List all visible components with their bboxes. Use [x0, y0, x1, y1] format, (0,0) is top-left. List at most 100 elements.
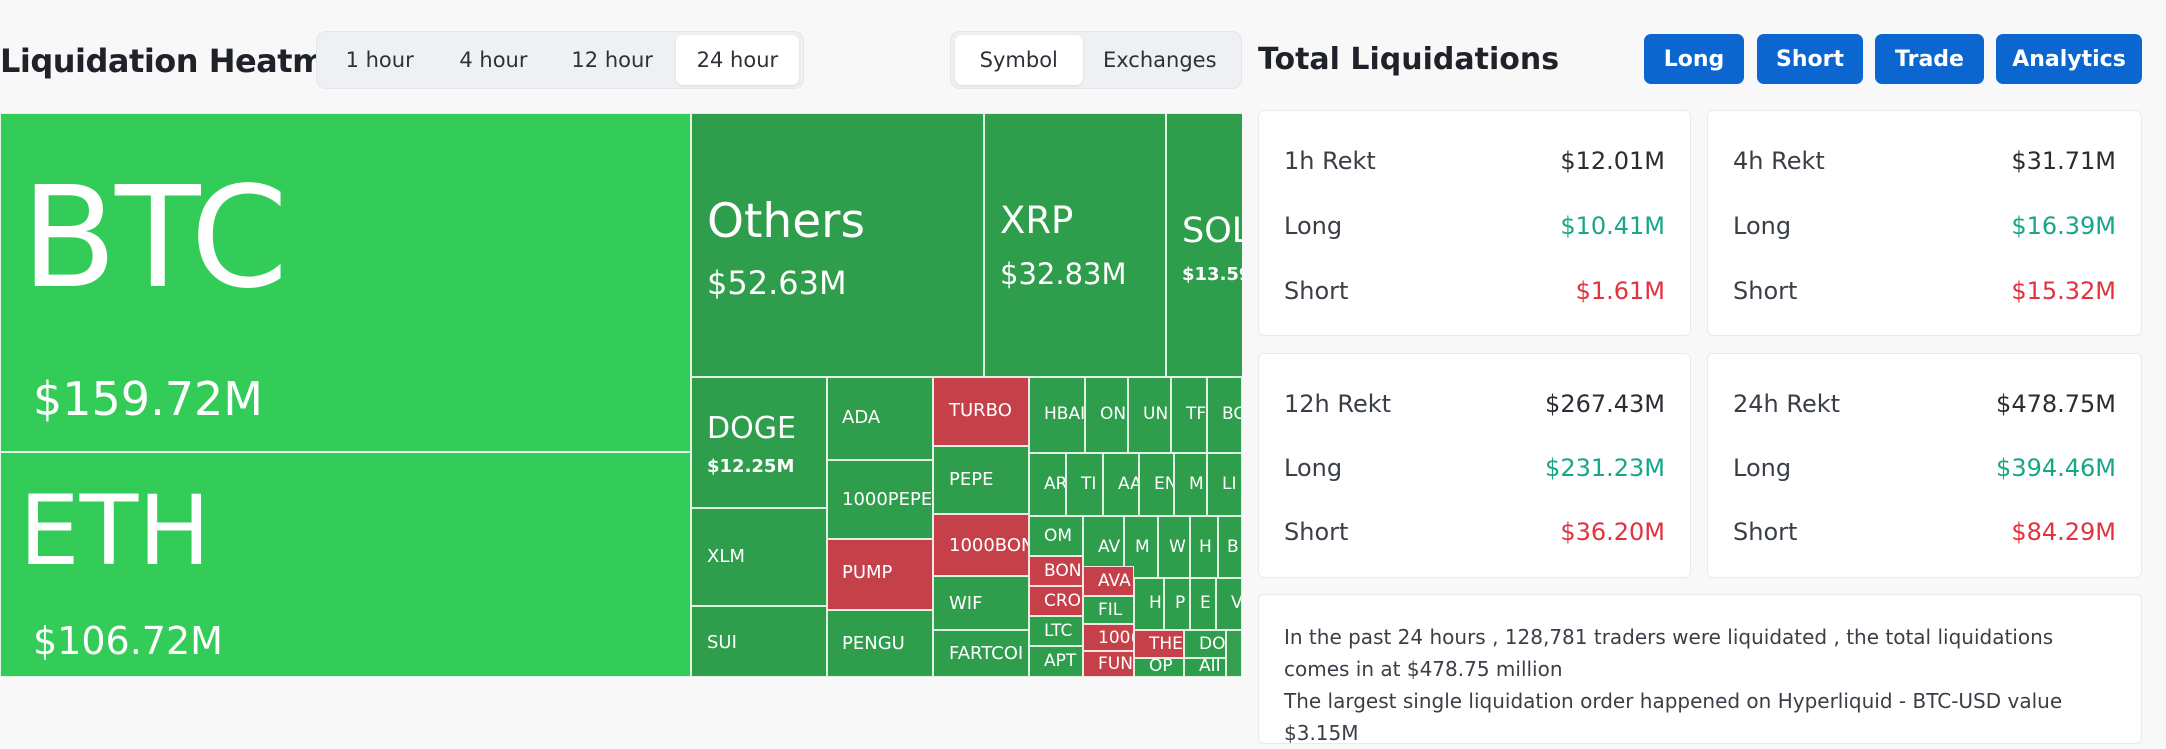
cell-symbol: 1000PEPE — [842, 489, 933, 510]
cell-symbol: TF — [1186, 404, 1207, 424]
cell-symbol: H — [1199, 537, 1212, 557]
card-label: 4h Rekt — [1733, 147, 1825, 175]
heatmap-cell-ondo[interactable]: ON — [1085, 377, 1128, 453]
heatmap-cell-pump[interactable]: PUMP — [827, 539, 933, 610]
heatmap-cell-ar[interactable]: AR — [1029, 453, 1066, 516]
cell-symbol: LTC — [1044, 621, 1073, 641]
cell-symbol: AR — [1044, 474, 1066, 494]
heatmap-cell-v[interactable]: V — [1216, 578, 1242, 630]
heatmap-cell-xlm[interactable]: XLM — [691, 508, 827, 606]
heatmap-cell-1000[interactable]: 100( — [1083, 624, 1134, 651]
short-label: Short — [1733, 518, 1798, 546]
cell-symbol: AV — [1098, 537, 1121, 557]
heatmap-cell-ltc[interactable]: LTC — [1029, 616, 1083, 646]
cell-symbol: 1000BON — [949, 535, 1029, 556]
heatmap-cell-the[interactable]: THE — [1134, 630, 1184, 658]
timeframe-12h-tab[interactable]: 12 hour — [571, 48, 653, 72]
heatmap-cell-eth[interactable]: ETH $106.72M — [0, 452, 691, 677]
cell-symbol: AA — [1118, 474, 1138, 494]
long-label: Long — [1284, 454, 1343, 482]
timeframe-1h-tab[interactable]: 1 hour — [345, 48, 414, 72]
card-label: 1h Rekt — [1284, 147, 1376, 175]
cell-symbol: FARTCOI — [949, 643, 1024, 664]
heatmap-cell-trx[interactable]: TF — [1171, 377, 1207, 453]
heatmap-cell-btc[interactable]: BTC $159.72M — [0, 113, 691, 452]
heatmap-cell-aa[interactable]: AA — [1103, 453, 1139, 516]
long-button[interactable]: Long — [1644, 34, 1744, 84]
heatmap-cell-sui[interactable]: SUI — [691, 606, 827, 677]
heatmap-cell-1000pepe[interactable]: 1000PEPE — [827, 460, 933, 539]
heatmap-cell-m1[interactable]: M — [1174, 453, 1207, 516]
heatmap-cell-ada[interactable]: ADA — [827, 377, 933, 460]
cell-value: $13.59M — [1182, 264, 1242, 285]
heatmap-cell-fartcoin[interactable]: FARTCOI — [933, 630, 1029, 677]
heatmap-cell-pengu[interactable]: PENGU — [827, 610, 933, 677]
cell-symbol: FUN — [1098, 654, 1133, 674]
analytics-button[interactable]: Analytics — [1996, 34, 2142, 84]
timeframe-4h-tab[interactable]: 4 hour — [459, 48, 528, 72]
long-value: $10.41M — [1560, 212, 1665, 240]
heatmap-cell-op[interactable]: OP — [1134, 658, 1184, 677]
trade-button[interactable]: Trade — [1875, 34, 1984, 84]
heatmap-cell-sol[interactable]: SOL $13.59M — [1166, 113, 1242, 377]
heatmap-cell-pepe[interactable]: PEPE — [933, 446, 1029, 514]
heatmap-cell-doge[interactable]: DOGE $12.25M — [691, 377, 827, 508]
timeframe-24h-tab[interactable]: 24 hour — [675, 35, 800, 85]
long-label: Long — [1733, 454, 1792, 482]
short-label: Short — [1284, 277, 1349, 305]
total-liquidations-title: Total Liquidations — [1258, 42, 1560, 77]
heatmap-cell-tiny[interactable] — [1226, 630, 1242, 677]
heatmap-cell-ai[interactable]: AII — [1184, 658, 1226, 677]
heatmap-cell-bon[interactable]: BON — [1029, 556, 1083, 586]
heatmap-cell-bc[interactable]: BC — [1207, 377, 1242, 453]
heatmap-cell-en[interactable]: EN — [1139, 453, 1174, 516]
cell-symbol: BC — [1222, 404, 1241, 424]
heatmap-cell-w[interactable]: W — [1158, 516, 1190, 578]
heatmap-cell-b[interactable]: B — [1218, 516, 1242, 578]
heatmap-cell-1000bon[interactable]: 1000BON — [933, 514, 1029, 576]
heatmap-cell-do[interactable]: DO — [1184, 630, 1226, 658]
heatmap-cell-uni[interactable]: UN — [1128, 377, 1171, 453]
heatmap-cell-fil[interactable]: FIL — [1083, 596, 1134, 624]
cell-value: $106.72M — [33, 619, 223, 663]
heatmap-cell-wif[interactable]: WIF — [933, 576, 1029, 630]
cell-symbol: TURBO — [949, 400, 1012, 421]
heatmap-cell-cro[interactable]: CRO — [1029, 586, 1083, 616]
cell-symbol: W — [1169, 537, 1186, 557]
short-value: $1.61M — [1575, 277, 1665, 305]
cell-symbol: DOGE — [707, 411, 796, 446]
rekt-card-12h: 12h Rekt $267.43M Long $231.23M Short $36.2… — [1258, 353, 1691, 578]
cell-symbol: ETH — [19, 475, 211, 587]
heatmap-cell-apt[interactable]: APT — [1029, 646, 1083, 677]
long-value: $16.39M — [2011, 212, 2116, 240]
heatmap-cell-h2[interactable]: H — [1134, 578, 1164, 630]
short-button[interactable]: Short — [1757, 34, 1863, 84]
grouping-exchanges-tab[interactable]: Exchanges — [1102, 48, 1217, 72]
cell-symbol: LI — [1222, 474, 1237, 494]
heatmap-cell-e[interactable]: E — [1190, 578, 1216, 630]
heatmap-cell-others[interactable]: Others $52.63M — [691, 113, 984, 377]
heatmap-cell-xrp[interactable]: XRP $32.83M — [984, 113, 1166, 377]
heatmap-cell-om[interactable]: OM — [1029, 516, 1083, 556]
heatmap-cell-ava[interactable]: AVA — [1083, 566, 1134, 596]
heatmap-cell-h1[interactable]: H — [1190, 516, 1218, 578]
cell-symbol: Others — [707, 194, 865, 249]
cell-symbol: ON — [1100, 404, 1127, 424]
heatmap-cell-ti[interactable]: TI — [1066, 453, 1103, 516]
cell-symbol: EN — [1154, 474, 1173, 494]
card-total: $12.01M — [1560, 147, 1665, 175]
heatmap-cell-turbo[interactable]: TURBO — [933, 377, 1029, 446]
rekt-card-4h: 4h Rekt $31.71M Long $16.39M Short $15.32M — [1707, 110, 2142, 336]
cell-symbol: APT — [1044, 651, 1077, 671]
cell-symbol: PEPE — [949, 469, 994, 490]
heatmap-cell-hbar[interactable]: HBAI — [1029, 377, 1085, 453]
heatmap-cell-fun[interactable]: FUN — [1083, 651, 1134, 677]
heatmap-cell-p[interactable]: P — [1164, 578, 1190, 630]
cell-symbol: V — [1231, 593, 1242, 613]
short-value: $15.32M — [2011, 277, 2116, 305]
heatmap-cell-li[interactable]: LI — [1207, 453, 1242, 516]
cell-value: $159.72M — [33, 372, 263, 426]
rekt-card-1h: 1h Rekt $12.01M Long $10.41M Short $1.61M — [1258, 110, 1691, 336]
cell-symbol: OM — [1044, 526, 1073, 546]
grouping-symbol-tab[interactable]: Symbol — [955, 35, 1083, 85]
